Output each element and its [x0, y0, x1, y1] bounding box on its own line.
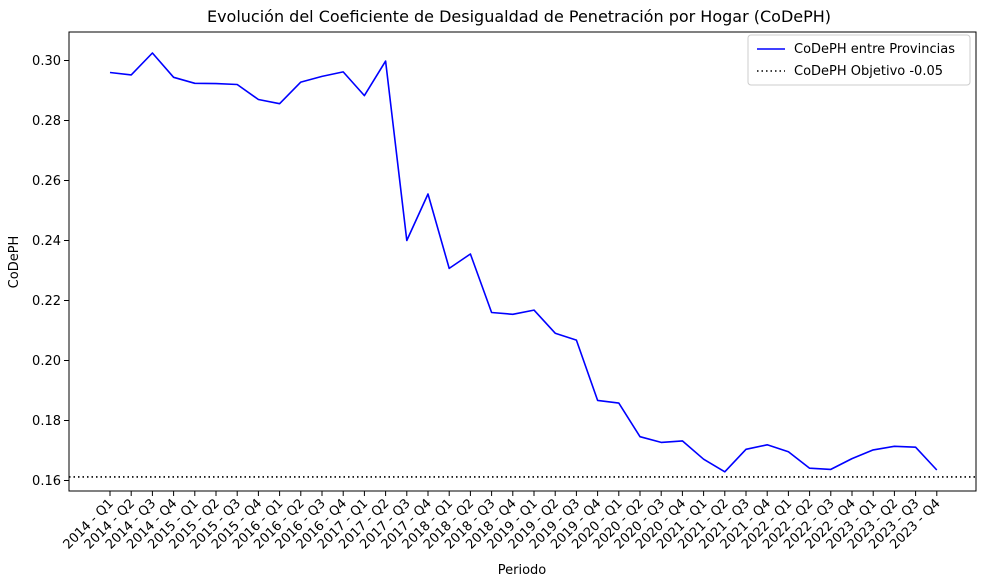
y-tick-label: 0.18: [32, 414, 61, 429]
y-tick-label: 0.22: [32, 294, 61, 309]
legend: CoDePH entre Provincias CoDePH Objetivo …: [747, 34, 971, 86]
y-axis-label: CoDePH: [7, 236, 22, 289]
legend-entry-reference: CoDePH Objetivo -0.05: [794, 64, 943, 79]
y-tick-label: 0.26: [32, 174, 61, 189]
legend-entry-series: CoDePH entre Provincias: [794, 42, 955, 57]
y-tick-label: 0.28: [32, 114, 61, 129]
x-axis-label: Periodo: [498, 563, 547, 578]
series-line-codeph-provincias: [109, 52, 938, 473]
y-axis: 0.16 0.18 0.20 0.22 0.24 0.26 0.28 0.30: [32, 54, 69, 489]
chart-title: Evolución del Coeficiente de Desigualdad…: [207, 7, 831, 26]
y-tick-label: 0.30: [32, 54, 61, 69]
y-tick-label: 0.20: [32, 354, 61, 369]
legend-box: [747, 34, 971, 86]
y-tick-label: 0.24: [32, 234, 61, 249]
y-tick-label: 0.16: [32, 474, 61, 489]
plot-area-frame: [68, 31, 977, 492]
